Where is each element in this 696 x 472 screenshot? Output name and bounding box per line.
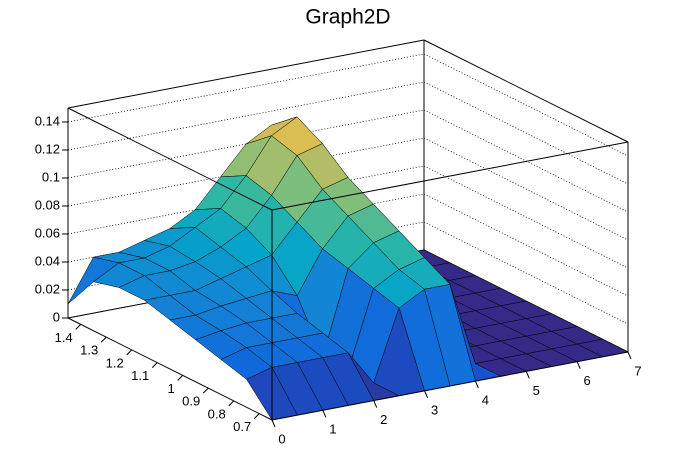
x-tick-label: 0 (278, 431, 285, 446)
x-tick-label: 1 (329, 422, 336, 437)
box-edge (271, 351, 629, 421)
x-tick (525, 371, 530, 379)
z-tick-label: 0.06 (35, 225, 60, 240)
grid-line (67, 249, 425, 319)
box-edge (67, 317, 273, 421)
z-tick-label: 0 (53, 309, 60, 324)
grid-line (67, 165, 425, 235)
grid-line (423, 81, 629, 185)
y-tick-label: 1.3 (80, 343, 98, 358)
y-tick (253, 413, 260, 419)
x-tick (576, 361, 581, 369)
x-tick (373, 400, 378, 408)
z-tick-label: 0.08 (35, 197, 60, 212)
z-tick-label: 0.02 (35, 281, 60, 296)
y-tick (202, 387, 209, 394)
x-tick-label: 2 (380, 412, 387, 427)
y-tick-label: 0.7 (233, 419, 251, 434)
y-tick-label: 1 (168, 381, 175, 396)
x-tick-label: 7 (634, 363, 641, 378)
y-tick-label: 0.9 (182, 394, 200, 409)
grid-line (67, 81, 425, 151)
grid-line (423, 165, 629, 269)
x-tick (271, 419, 276, 428)
y-tick (100, 336, 107, 343)
y-tick (151, 362, 158, 368)
z-tick-label: 0.04 (35, 253, 60, 268)
box-edge (67, 39, 425, 109)
z-tick-label: 0.12 (35, 141, 60, 156)
y-tick-label: 1.4 (55, 330, 73, 345)
x-tick-label: 4 (482, 393, 489, 408)
y-tick-label: 1.1 (131, 368, 149, 383)
x-tick-label: 5 (533, 383, 540, 398)
grid-line (67, 53, 425, 123)
x-tick (424, 390, 429, 399)
y-tick-label: 1.2 (106, 355, 124, 370)
box-edge (423, 39, 629, 143)
y-tick-label: 0.8 (208, 406, 226, 421)
box-edge (271, 141, 629, 211)
grid-line (67, 137, 425, 207)
y-tick (126, 349, 133, 356)
x-tick-label: 6 (584, 373, 591, 388)
x-tick (322, 410, 327, 418)
x-tick (627, 351, 632, 360)
x-tick-label: 3 (431, 402, 438, 417)
grid-line (67, 109, 425, 179)
grid-line (423, 193, 629, 297)
z-tick-label: 0.14 (35, 113, 60, 128)
y-tick (75, 324, 82, 330)
box-edge (67, 107, 273, 211)
grid-line (423, 137, 629, 241)
grid-line (423, 221, 629, 325)
z-tick-label: 0.1 (42, 169, 60, 184)
grid-line (423, 53, 629, 157)
chart-title: Graph2D (305, 6, 390, 29)
y-tick (228, 400, 235, 407)
y-tick (177, 375, 184, 381)
x-tick (474, 380, 479, 389)
